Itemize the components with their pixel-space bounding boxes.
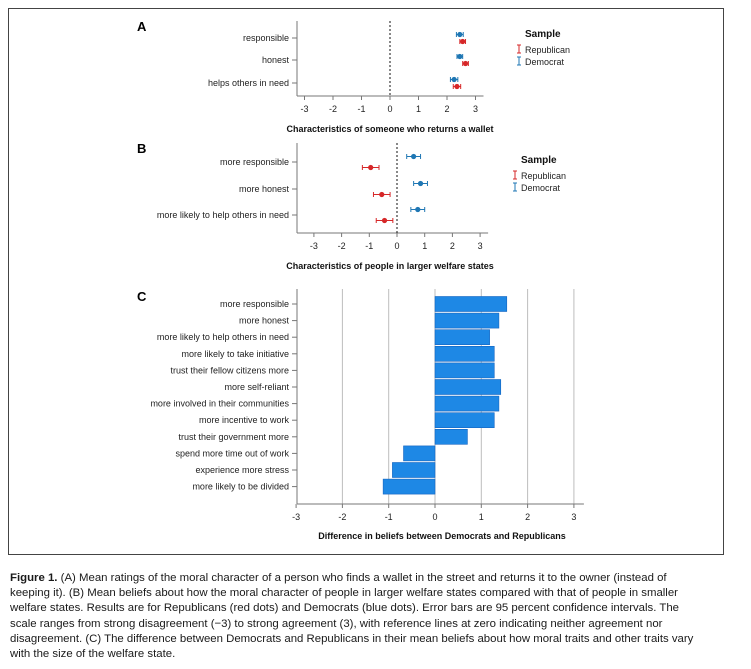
panel-a-point-republican — [454, 83, 460, 90]
panel-c-bar — [382, 478, 436, 495]
panel-b-x-tick-label: 3 — [478, 241, 483, 251]
panel-c-x-tick-label: -2 — [338, 512, 346, 522]
panel-c-bar — [392, 462, 436, 478]
caption-label: Figure 1. — [10, 572, 58, 584]
panel-c-bar — [434, 362, 495, 379]
panel-a-x-tick-label: 1 — [416, 104, 421, 114]
panel-b-x-tick-label: 2 — [450, 241, 455, 251]
panel-b-x-tick-label: 0 — [394, 241, 399, 251]
panel-c-category-label: trust their fellow citizens more — [170, 365, 289, 375]
panel-b-x-tick-label: 1 — [422, 241, 427, 251]
panel-a-x-tick-label: -3 — [300, 104, 308, 114]
panel-c-x-axis-label: Difference in beliefs between Democrats … — [318, 531, 566, 541]
panel-c-category-label: more self-reliant — [224, 382, 289, 392]
panel-c-bar — [403, 445, 436, 462]
panel-b-legend-title: Sample — [521, 155, 557, 166]
panel-c-x-tick-label: -1 — [385, 512, 393, 522]
panel-a-x-tick-label: -2 — [329, 104, 337, 114]
panel-b-point-republican — [379, 191, 385, 198]
panel-b-point-democrat — [415, 206, 421, 213]
panel-a-category-label: responsible — [243, 33, 289, 43]
caption-text-1: (A) Mean ratings of the moral character … — [60, 572, 667, 584]
caption-line-3: welfare states. Results are for Republic… — [10, 602, 679, 615]
panel-c-category-label: more honest — [239, 316, 290, 326]
panel-c-x-tick-label: 2 — [525, 512, 530, 522]
panel-c-category-label: more incentive to work — [199, 415, 290, 425]
caption-line-2: keeping it). (B) Mean beliefs about how … — [10, 587, 678, 600]
panel-b-point-republican — [368, 164, 374, 171]
caption-line-4: scale ranges from strong disagreement (−… — [10, 617, 663, 630]
panel-b-category-label: more responsible — [220, 157, 289, 167]
panel-a-x-axis-label: Characteristics of someone who returns a… — [286, 124, 493, 134]
panel-b-point-democrat — [411, 153, 417, 160]
panel-b-legend-label-republican: Republican — [521, 171, 566, 181]
panel-c-bar — [434, 412, 495, 429]
panel-c-bar — [434, 345, 495, 362]
panel-c-category-label: more responsible — [220, 299, 289, 309]
panel-b-x-axis-label: Characteristics of people in larger welf… — [286, 261, 494, 271]
panel-b-x-tick-label: -3 — [310, 241, 318, 251]
panel-a-category-label: helps others in need — [208, 78, 289, 88]
panel-a-category-label: honest — [262, 55, 290, 65]
panel-a-point-democrat — [451, 76, 457, 83]
figure-caption: Figure 1. (A) Mean ratings of the moral … — [10, 571, 730, 662]
panel-a-x-tick-label: -1 — [357, 104, 365, 114]
panel-a-point-republican — [462, 60, 469, 67]
panel-b-point-republican — [381, 217, 388, 224]
panel-a-point-democrat — [457, 53, 463, 60]
panel-c-bar — [434, 395, 500, 412]
panel-a-legend-label-democrat: Democrat — [525, 57, 565, 67]
panel-a-legend-label-republican: Republican — [525, 45, 570, 55]
panel-c-x-tick-label: 3 — [571, 512, 576, 522]
panel-a-point-democrat — [457, 31, 463, 38]
panel-c-bar — [434, 428, 468, 445]
figure-frame: A -3 -2 -1 0 1 2 3 Characteristics of someone wh… — [8, 8, 724, 555]
panel-c-bar — [434, 296, 508, 312]
panel-b-category-label: more likely to help others in need — [157, 210, 289, 220]
panel-c-bar — [434, 379, 502, 395]
panel-a-x-tick-label: 2 — [444, 104, 449, 114]
panel-c-category-label: more involved in their communities — [150, 399, 289, 409]
panel-b-x-tick-label: -2 — [338, 241, 346, 251]
panel-c-x-tick-label: 0 — [432, 512, 437, 522]
panel-c-x-tick-label: 1 — [479, 512, 484, 522]
panel-a-legend-title: Sample — [525, 29, 561, 40]
figure-svg: A -3 -2 -1 0 1 2 3 Characteristics of someone wh… — [137, 19, 584, 541]
panel-c-category-label: trust their government more — [178, 432, 289, 442]
panel-c-bar — [434, 312, 500, 329]
panel-c-category-label: more likely to be divided — [192, 482, 289, 492]
panel-c-letter: C — [137, 289, 147, 304]
panel-a-letter: A — [137, 19, 147, 34]
panel-b-letter: B — [137, 141, 146, 156]
panel-c-category-label: more likely to help others in need — [157, 332, 289, 342]
panel-b-category-label: more honest — [239, 184, 290, 194]
panel-c-category-label: experience more stress — [195, 465, 289, 475]
panel-c-category-label: spend more time out of work — [175, 448, 289, 458]
panel-b-legend-label-democrat: Democrat — [521, 183, 561, 193]
panel-c-x-tick-label: -3 — [292, 512, 300, 522]
panel-a-point-republican — [460, 38, 466, 45]
panel-c-category-label: more likely to take initiative — [181, 349, 289, 359]
caption-line-6: with the size of the welfare state. — [10, 648, 176, 661]
panel-b-point-democrat — [417, 180, 424, 187]
caption-line-1: Figure 1. (A) Mean ratings of the moral … — [10, 571, 730, 586]
panel-a-x-tick-label: 3 — [473, 104, 478, 114]
panel-a-x-tick-label: 0 — [387, 104, 392, 114]
panel-c-bar — [434, 329, 490, 346]
caption-line-5: disagreement. (C) The difference between… — [10, 632, 694, 645]
panel-b-x-tick-label: -1 — [365, 241, 373, 251]
